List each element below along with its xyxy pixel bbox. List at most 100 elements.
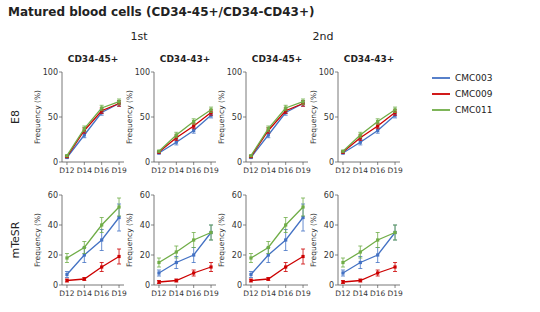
error-cap [301,264,305,265]
error-bar [82,242,86,254]
error-bar [192,119,196,124]
y-tick-label: 40 [48,221,58,230]
error-cap [117,249,121,250]
error-cap [117,106,121,107]
y-tick-label: 0 [53,281,58,290]
error-cap [209,225,213,226]
error-cap [341,267,345,268]
point [301,100,304,103]
error-cap [192,118,196,119]
error-bar [301,249,305,264]
error-cap [284,217,288,218]
point [376,124,379,127]
y-tick-label: 40 [324,221,334,230]
series [65,99,121,157]
error-cap [266,126,270,127]
y-axis [62,72,63,162]
x-tick [119,285,120,288]
error-cap [284,105,288,106]
series-line [251,104,303,157]
error-bar [157,150,161,152]
point [192,271,195,274]
point [100,265,103,268]
point [157,150,160,153]
x-axis [338,162,400,163]
y-tick-label: 50 [48,113,58,122]
series [157,263,213,284]
point [209,265,212,268]
error-cap [117,104,121,105]
plot-area [157,225,213,284]
series-line [343,115,395,153]
error-cap [209,112,213,113]
point [117,100,120,103]
point [192,129,195,132]
error-cap [376,133,380,134]
y-tick-label: 50 [232,113,242,122]
column-header: CD34-43+ [344,54,394,64]
panel: 050100D12D14D16D19Frequency (%) [125,68,219,175]
y-tick [59,117,62,118]
error-bar [65,279,69,282]
y-tick [151,285,154,286]
y-axis [246,195,247,285]
error-bar [65,272,69,278]
error-bar [341,258,345,267]
error-cap [157,267,161,268]
error-cap [65,277,69,278]
y-tick [243,255,246,256]
legend: CMC003CMC009CMC011 [432,73,493,115]
x-tick-label: D16 [186,289,202,298]
error-cap [393,262,397,263]
series-line [159,113,211,153]
panel: 050100D12D14D16D19Frequency (%) [33,68,127,175]
error-cap [301,216,305,217]
point [175,250,178,253]
error-cap [393,225,397,226]
error-cap [157,258,161,259]
y-tick [335,117,338,118]
y-axis-label: Frequency (%) [309,213,318,267]
point [393,231,396,234]
point [393,108,396,111]
y-tick-label: 50 [140,113,150,122]
error-cap [174,268,178,269]
x-tick [66,162,67,165]
x-tick-label: D16 [278,289,294,298]
x-tick-label: D12 [335,289,351,298]
error-cap [393,107,397,108]
error-bar [358,246,362,258]
x-tick [101,285,102,288]
error-cap [358,132,362,133]
error-cap [192,247,196,248]
error-cap [209,112,213,113]
section-label: 1st [130,30,148,43]
error-cap [376,276,380,277]
plot-area [341,107,397,154]
error-cap [174,140,178,141]
error-bar [82,132,86,137]
error-bar [192,128,196,133]
series [157,113,213,155]
series [341,225,397,267]
error-cap [393,240,397,241]
y-tick-label: 0 [329,158,334,167]
error-bar [266,278,270,281]
error-bar [65,155,69,157]
error-cap [209,240,213,241]
error-cap [117,264,121,265]
y-tick [243,72,246,73]
point [249,154,252,157]
series [157,225,213,276]
point [65,273,68,276]
x-tick [84,162,85,165]
y-tick [335,285,338,286]
error-cap [393,115,397,116]
column-header: CD34-45+ [68,54,118,64]
x-axis [246,162,308,163]
legend-label: CMC009 [455,89,493,99]
error-bar [284,263,288,272]
error-cap [284,262,288,263]
error-cap [192,128,196,129]
error-bar [376,128,380,133]
